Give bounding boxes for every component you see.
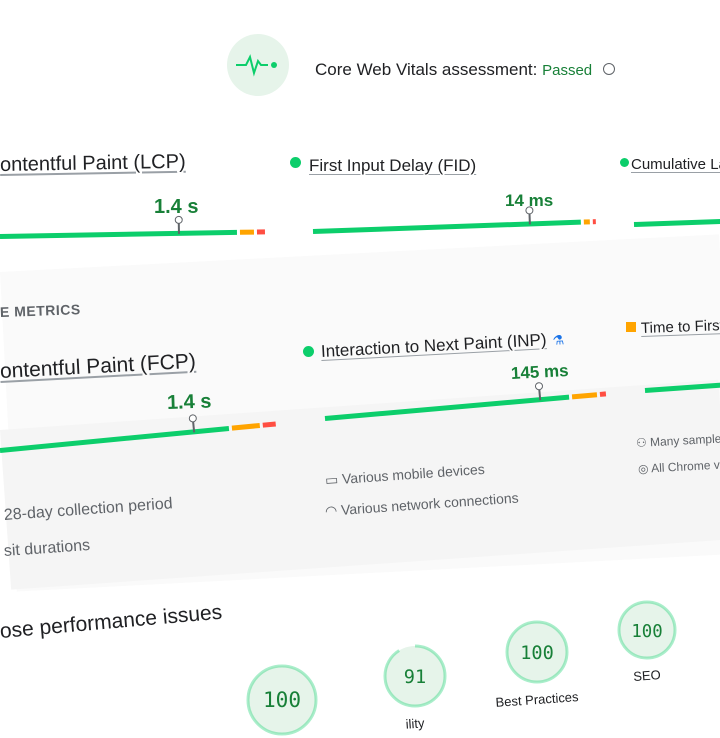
gauge-background <box>619 602 675 658</box>
gauge-arc <box>383 644 447 708</box>
gauge-arc <box>617 600 677 660</box>
status-dot <box>620 158 629 167</box>
score-label: SEO <box>632 667 662 684</box>
help-icon[interactable] <box>602 63 615 75</box>
section-heading: E METRICS <box>0 301 81 320</box>
score-value: 100 <box>520 643 554 664</box>
assessment-title: Core Web Vitals assessment: <box>315 60 538 79</box>
metric-title[interactable]: Cumulative La <box>631 156 720 173</box>
metric-value: 145 ms <box>510 360 570 383</box>
metric-title[interactable]: Time to First <box>640 317 720 337</box>
status-dot <box>303 346 314 357</box>
assessment-status: Passed <box>542 62 593 79</box>
score-gauge: 100 <box>246 664 318 736</box>
score-value: 100 <box>631 622 662 642</box>
score-gauge: 100 <box>617 600 677 660</box>
distribution-bar <box>633 218 720 227</box>
score-label: Best Practices <box>495 689 579 710</box>
gauge-background <box>248 666 316 734</box>
gauge-background <box>385 646 445 706</box>
score-label: ility <box>405 715 425 732</box>
vitals-icon <box>227 34 289 96</box>
metric-value: 1.4 s <box>154 196 199 218</box>
score-gauge: 100 <box>505 620 569 684</box>
gauge-background <box>507 622 567 682</box>
distribution-bar <box>312 212 598 234</box>
assessment: Core Web Vitals assessment: Passed <box>315 60 615 80</box>
distribution-bar <box>0 221 266 239</box>
section-heading: ose performance issues <box>0 600 224 643</box>
metric-title[interactable]: ontentful Paint (LCP) <box>0 150 186 176</box>
status-dot <box>290 157 301 168</box>
score-value: 100 <box>263 687 301 712</box>
metric-value: 14 ms <box>505 191 554 210</box>
metric-value: 1.4 s <box>166 390 212 414</box>
experimental-icon: ⚗ <box>552 332 565 348</box>
metric-title[interactable]: First Input Delay (FID) <box>309 156 477 175</box>
status-square <box>626 322 636 332</box>
score-gauge: 91 <box>383 644 447 708</box>
page: Core Web Vitals assessment: Passed onten… <box>0 0 720 720</box>
score-value: 91 <box>404 667 426 688</box>
gauge-arc <box>505 620 569 684</box>
